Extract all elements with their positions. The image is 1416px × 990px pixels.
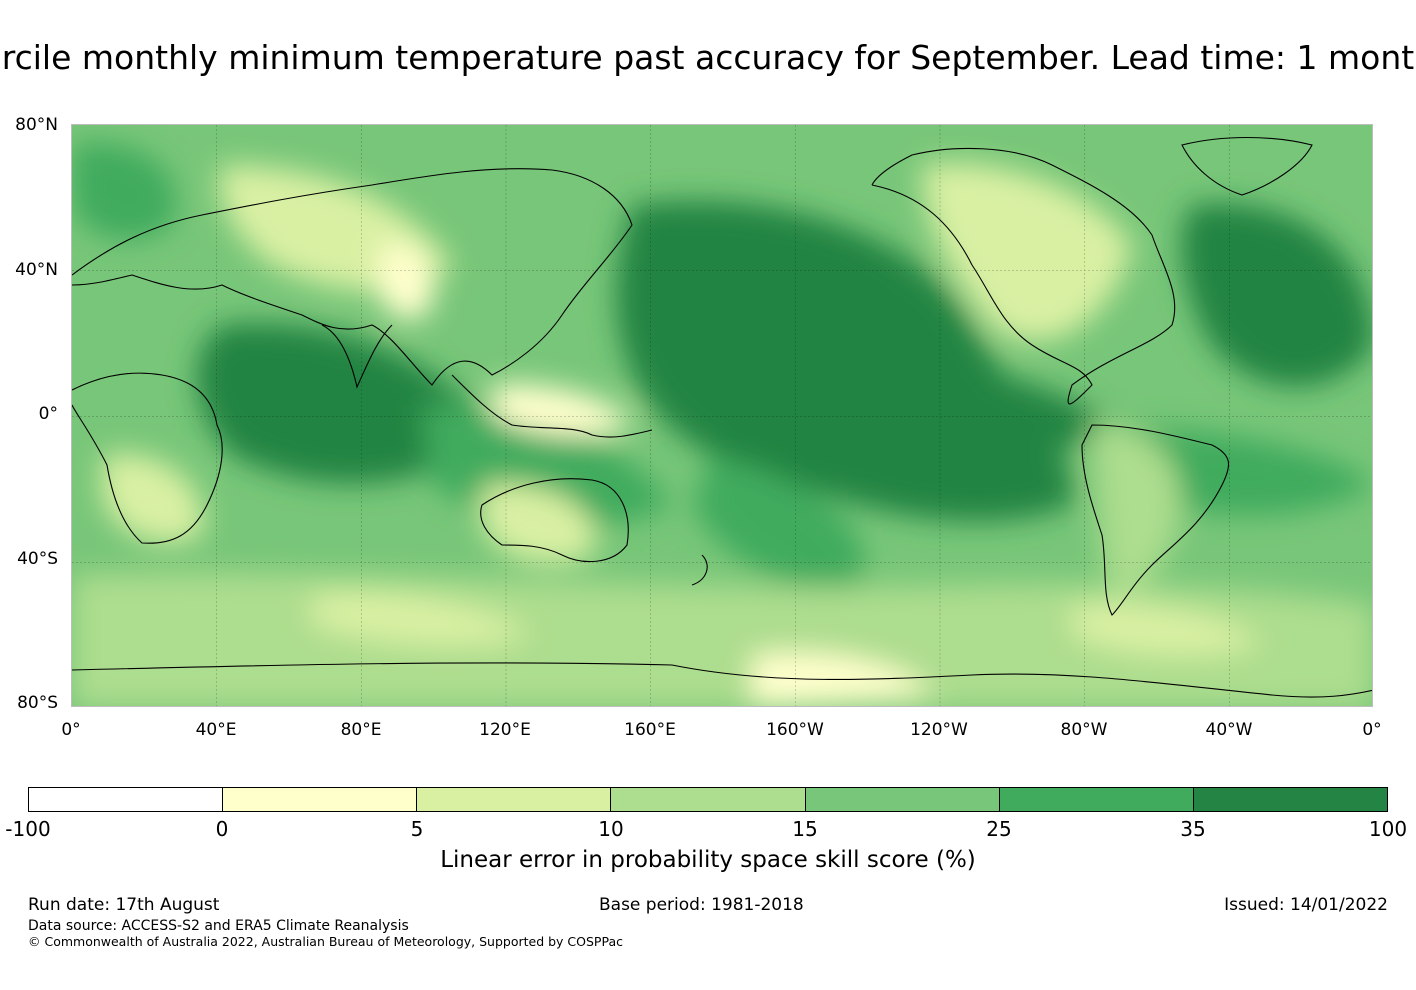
colorbar-label: Linear error in probability space skill … <box>440 847 976 873</box>
colorbar-segment <box>611 788 806 811</box>
lat-label-0: 0° <box>38 404 58 424</box>
colorbar-segment <box>223 788 418 811</box>
colorbar-segment <box>805 788 1000 811</box>
base-period: Base period: 1981-2018 <box>599 895 804 915</box>
issued-date: Issued: 14/01/2022 <box>1224 895 1388 915</box>
colorbar-segment <box>1193 788 1387 811</box>
lat-label-40n: 40°N <box>15 260 58 280</box>
lon-label-40w: 40°W <box>1205 720 1253 740</box>
colorbar-tick-label: 10 <box>598 817 624 841</box>
lon-label-120w: 120°W <box>910 720 968 740</box>
colorbar <box>28 787 1388 812</box>
run-date: Run date: 17th August <box>28 895 220 915</box>
lat-label-40s: 40°S <box>17 549 58 569</box>
lon-label-40e: 40°E <box>195 720 237 740</box>
graticule <box>72 125 1372 706</box>
colorbar-tick-label: 0 <box>215 817 229 841</box>
map-title: rcile monthly minimum temperature past a… <box>1 38 1415 77</box>
colorbar-segment <box>29 788 224 811</box>
coastlines <box>72 136 1372 698</box>
lon-label-0-right: 0° <box>1362 720 1382 740</box>
skill-score-map <box>71 124 1373 707</box>
colorbar-segment <box>417 788 612 811</box>
colorbar-tick-label: 25 <box>986 817 1012 841</box>
lon-label-120e: 120°E <box>479 720 531 740</box>
lat-label-80n: 80°N <box>15 115 58 135</box>
colorbar-tick-label: 15 <box>792 817 818 841</box>
lon-label-160w: 160°W <box>766 720 824 740</box>
lat-label-80s: 80°S <box>17 693 58 713</box>
skill-field <box>72 143 1372 706</box>
colorbar-tick-label: -100 <box>5 817 51 841</box>
copyright: © Commonwealth of Australia 2022, Austra… <box>28 934 623 949</box>
colorbar-tick-label: 5 <box>410 817 424 841</box>
colorbar-segment <box>999 788 1194 811</box>
data-source: Data source: ACCESS-S2 and ERA5 Climate … <box>28 918 409 934</box>
lon-label-80e: 80°E <box>340 720 382 740</box>
colorbar-tick-label: 35 <box>1180 817 1206 841</box>
lon-label-160e: 160°E <box>624 720 676 740</box>
lon-label-0-left: 0° <box>61 720 81 740</box>
colorbar-tick-label: 100 <box>1368 817 1408 841</box>
lon-label-80w: 80°W <box>1060 720 1108 740</box>
